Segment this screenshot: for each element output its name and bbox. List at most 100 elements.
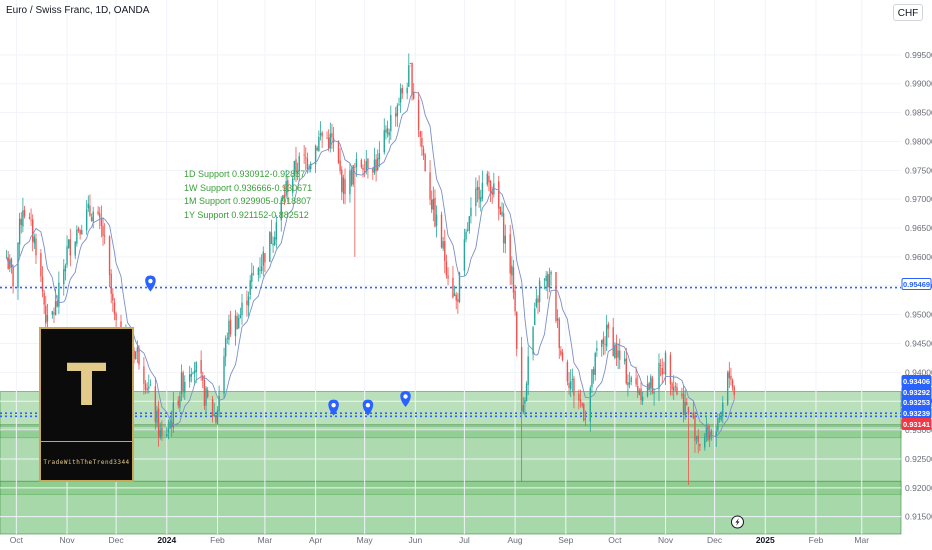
candle-body (520, 347, 523, 411)
candle (556, 309, 559, 329)
pin-shape[interactable] (328, 399, 339, 416)
candle (442, 236, 444, 252)
moving-average-line (6, 91, 735, 438)
candle (627, 374, 629, 397)
candle (229, 310, 232, 337)
candle (331, 123, 333, 150)
event-markers-layer[interactable] (145, 275, 744, 529)
candle-body (53, 312, 55, 315)
x-tick-label: Nov (59, 535, 75, 545)
candle-body (646, 383, 649, 397)
candle (538, 277, 541, 312)
candle-body (430, 199, 433, 210)
candle-body (704, 436, 706, 448)
candle (584, 410, 587, 427)
candle (718, 413, 721, 423)
candle-body (717, 418, 719, 431)
symbol-title[interactable]: Euro / Swiss Franc, 1D, OANDA (6, 5, 150, 16)
candle-body (419, 131, 421, 137)
candle-body (699, 444, 701, 447)
candle-body (154, 386, 157, 423)
candle (658, 353, 660, 402)
candle (238, 313, 240, 329)
candle-body (112, 293, 114, 301)
candle (378, 141, 381, 168)
event-marker-pin[interactable] (328, 399, 339, 416)
candle (408, 53, 410, 88)
candle-body (583, 404, 585, 421)
candle-body (51, 311, 54, 315)
candle-body (251, 272, 253, 282)
candle (614, 342, 616, 360)
event-marker-pin[interactable] (362, 399, 374, 416)
candle-body (200, 360, 202, 374)
candle-body (623, 359, 626, 362)
candle (90, 213, 93, 222)
candle (651, 375, 654, 395)
candle (502, 203, 505, 253)
candle-body (411, 62, 413, 95)
candle (470, 197, 472, 224)
candle-body (40, 253, 42, 277)
candle-body (480, 197, 482, 202)
lightning-marker[interactable] (730, 515, 744, 529)
candle-body (58, 282, 60, 307)
candle (386, 120, 389, 138)
candle-body (659, 365, 662, 366)
candle-body (399, 88, 402, 103)
candle-body (22, 210, 24, 227)
candle (51, 310, 54, 319)
x-tick-label: Feb (809, 535, 824, 545)
candle (623, 350, 626, 365)
candle-body (569, 381, 572, 390)
candle (223, 347, 225, 399)
candle (188, 365, 191, 388)
candle (251, 262, 253, 290)
price-label: 0.93141 (901, 418, 932, 430)
candle-body (478, 187, 480, 200)
candle-body (682, 393, 685, 415)
candle-body (715, 431, 717, 437)
candle (274, 231, 276, 247)
candle (681, 387, 683, 399)
candle-body (282, 195, 284, 200)
candle (43, 289, 45, 314)
candle (354, 162, 356, 257)
time-axis[interactable]: Oct Nov Dec 2024 Feb Mar Apr May Jun Jul Aug Sep Oct… (10, 535, 870, 545)
event-marker-pin[interactable] (400, 391, 411, 407)
candle-body (12, 266, 14, 287)
candle (76, 225, 78, 247)
candle-body (81, 230, 83, 235)
pin-shape[interactable] (400, 391, 411, 407)
pin-shape[interactable] (145, 275, 156, 292)
candle-body (337, 140, 340, 163)
candle-body (638, 390, 641, 395)
candle (41, 266, 44, 298)
candle-body (329, 133, 332, 148)
candle-body (605, 325, 608, 347)
candle-body (229, 319, 232, 335)
candle (342, 174, 345, 204)
support-note-1y: 1Y Support 0.921152-0.882512 (184, 209, 309, 220)
price-label-text: 0.93292 (903, 388, 930, 397)
candle (669, 352, 672, 396)
candle-body (708, 431, 711, 440)
candle-body (252, 273, 255, 275)
candle-body (23, 210, 26, 217)
candle (705, 415, 708, 443)
candle-body (686, 402, 688, 405)
pin-shape[interactable] (362, 399, 374, 416)
candle (280, 196, 282, 232)
candle (77, 226, 80, 233)
candle-body (149, 384, 152, 386)
candle-body (166, 434, 168, 437)
event-marker-pin[interactable] (145, 275, 156, 292)
candle (699, 443, 701, 452)
candle (215, 414, 217, 424)
candle (385, 125, 387, 140)
currency-button[interactable]: CHF (893, 4, 923, 21)
candle (350, 167, 353, 187)
